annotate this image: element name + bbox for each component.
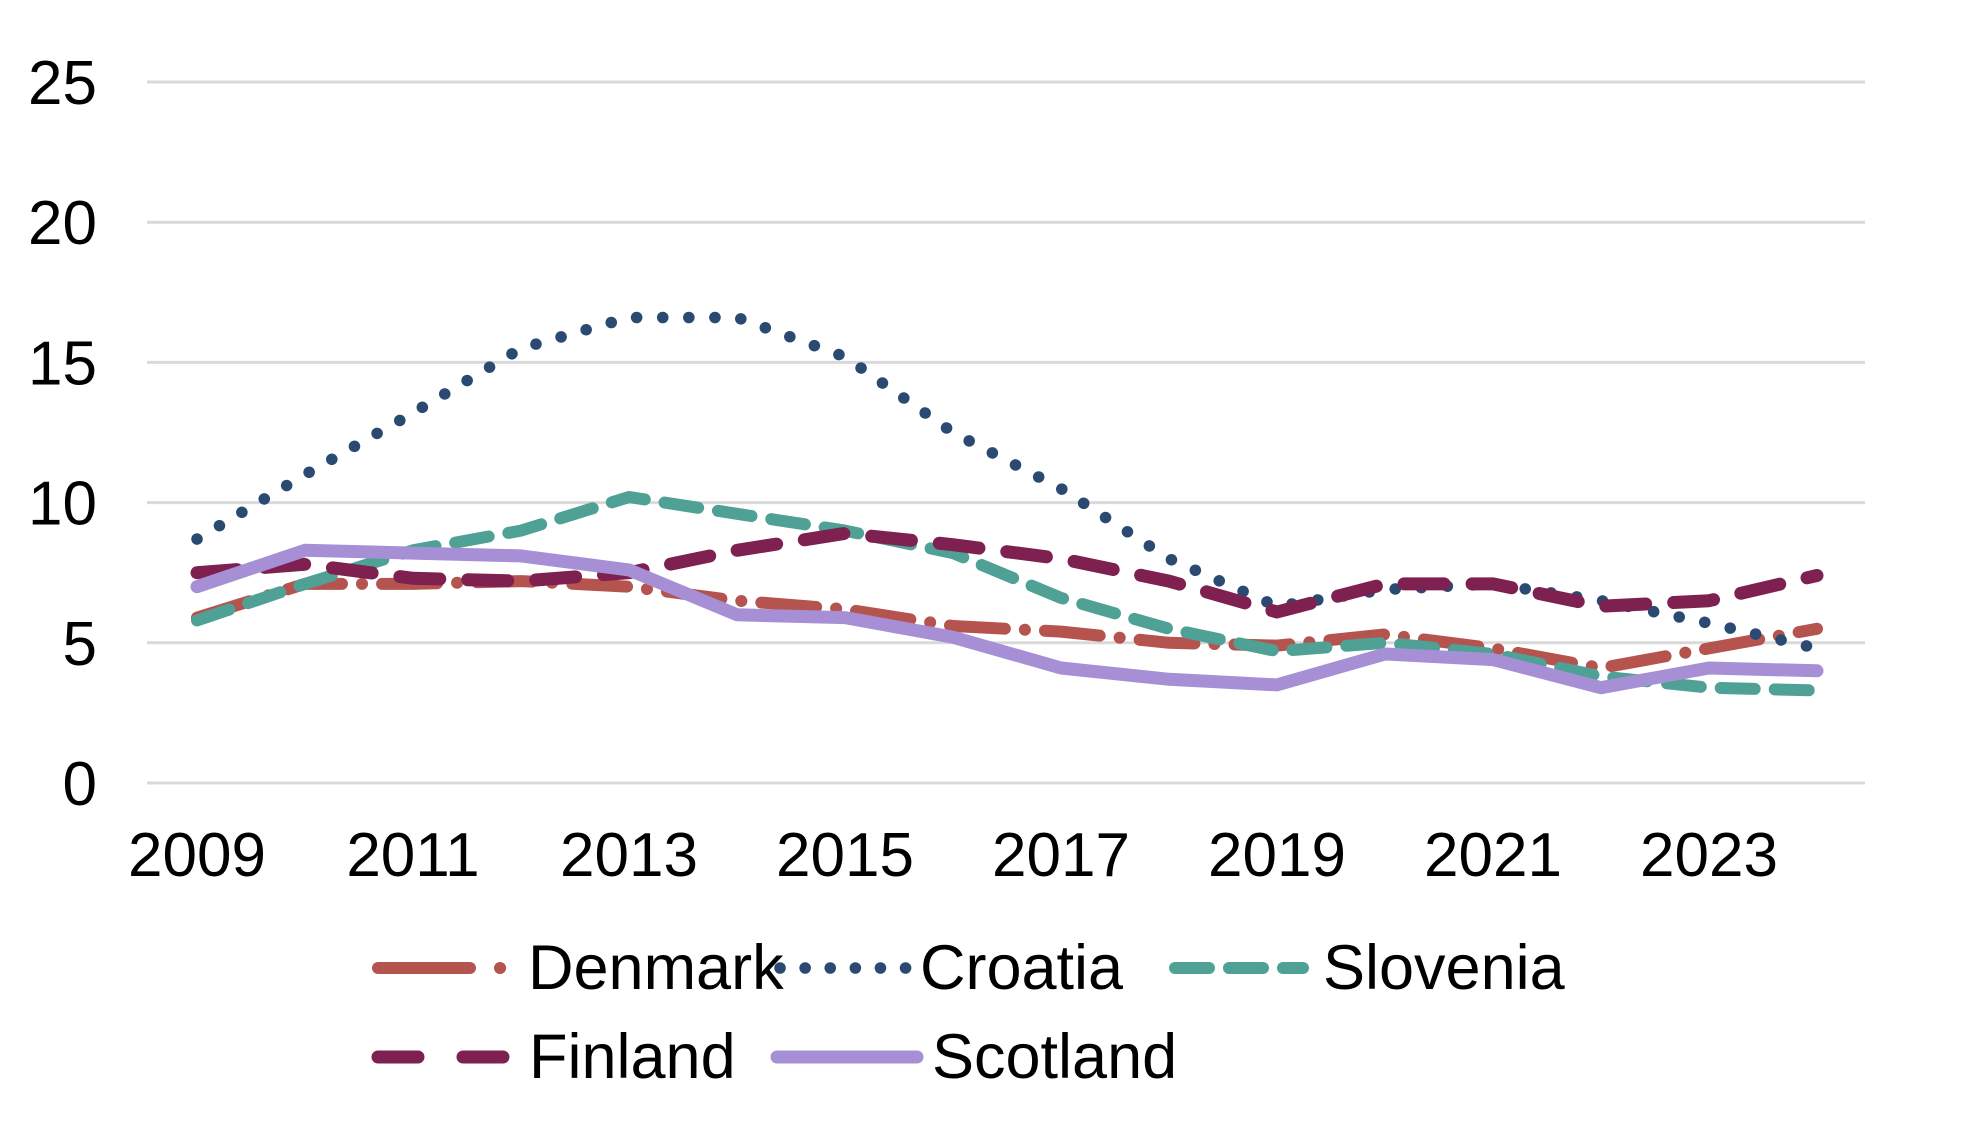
x-tick-label-2011: 2011 [346, 821, 479, 890]
legend-label-scotland: Scotland [932, 1022, 1177, 1092]
legend-label-finland: Finland [529, 1022, 736, 1092]
x-tick-label-2017: 2017 [992, 821, 1130, 890]
legend-label-croatia: Croatia [920, 933, 1124, 1003]
y-tick-label-25: 25 [28, 49, 97, 118]
series-line-finland [190, 526, 1824, 619]
y-tick-label-10: 10 [28, 470, 97, 539]
x-tick-label-2023: 2023 [1640, 821, 1778, 890]
x-tick-label-2015: 2015 [776, 821, 914, 890]
series-line-slovenia [191, 491, 1823, 697]
y-tick-label-20: 20 [28, 189, 97, 258]
x-tick-label-2013: 2013 [560, 821, 698, 890]
x-tick-label-2009: 2009 [128, 821, 266, 890]
y-tick-label-0: 0 [63, 750, 97, 819]
y-tick-label-5: 5 [63, 610, 97, 679]
x-tick-label-2019: 2019 [1208, 821, 1346, 890]
series-line-denmark [191, 575, 1823, 674]
x-tick-label-2021: 2021 [1424, 821, 1562, 890]
legend-label-slovenia: Slovenia [1323, 933, 1566, 1003]
legend-label-denmark: Denmark [528, 933, 784, 1003]
series-line-scotland [190, 543, 1824, 695]
y-tick-label-15: 15 [28, 329, 97, 398]
